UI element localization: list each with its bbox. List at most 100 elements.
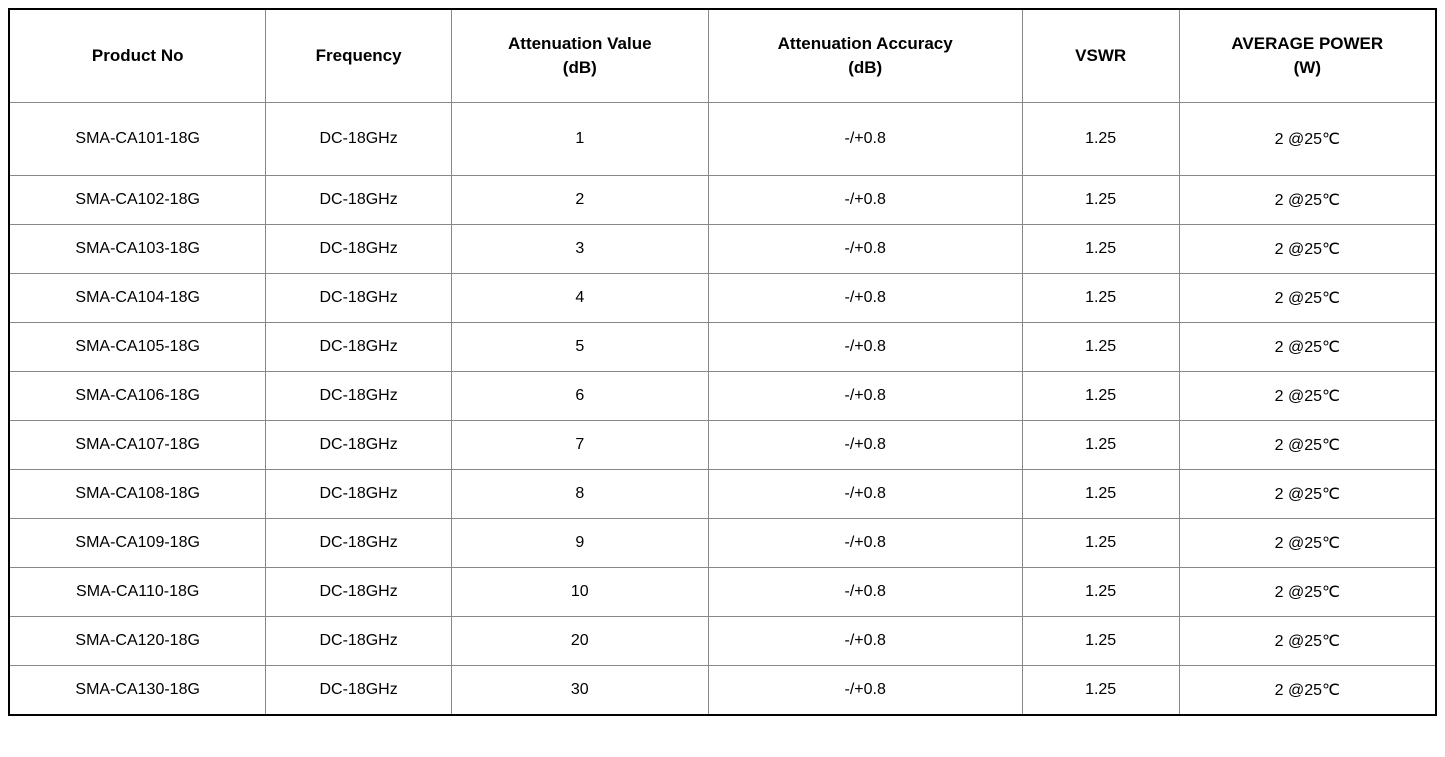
table-cell: SMA-CA101-18G — [9, 102, 266, 175]
table-row: SMA-CA110-18GDC-18GHz10-/+0.81.252 @25℃ — [9, 567, 1436, 616]
table-cell: 5 — [451, 322, 708, 371]
table-row: SMA-CA101-18GDC-18GHz1-/+0.81.252 @25℃ — [9, 102, 1436, 175]
table-cell: DC-18GHz — [266, 273, 452, 322]
table-cell: 2 @25℃ — [1179, 224, 1436, 273]
table-cell: SMA-CA120-18G — [9, 616, 266, 665]
table-cell: 1.25 — [1022, 102, 1179, 175]
table-cell: SMA-CA108-18G — [9, 469, 266, 518]
table-cell: 2 @25℃ — [1179, 567, 1436, 616]
table-cell: -/+0.8 — [708, 102, 1022, 175]
table-cell: -/+0.8 — [708, 567, 1022, 616]
table-cell: 2 @25℃ — [1179, 518, 1436, 567]
table-header-cell: Attenuation Value(dB) — [451, 9, 708, 102]
table-cell: 1.25 — [1022, 616, 1179, 665]
table-cell: -/+0.8 — [708, 322, 1022, 371]
table-cell: 2 @25℃ — [1179, 102, 1436, 175]
table-cell: DC-18GHz — [266, 322, 452, 371]
table-row: SMA-CA130-18GDC-18GHz30-/+0.81.252 @25℃ — [9, 665, 1436, 715]
table-cell: DC-18GHz — [266, 371, 452, 420]
table-cell: DC-18GHz — [266, 175, 452, 224]
table-header-cell: AVERAGE POWER(W) — [1179, 9, 1436, 102]
table-cell: 4 — [451, 273, 708, 322]
header-label-line1: Frequency — [274, 44, 443, 68]
table-cell: DC-18GHz — [266, 102, 452, 175]
table-row: SMA-CA120-18GDC-18GHz20-/+0.81.252 @25℃ — [9, 616, 1436, 665]
table-cell: 30 — [451, 665, 708, 715]
header-label-line1: AVERAGE POWER — [1188, 32, 1427, 56]
table-cell: 6 — [451, 371, 708, 420]
table-cell: 2 @25℃ — [1179, 665, 1436, 715]
table-header-cell: VSWR — [1022, 9, 1179, 102]
table-cell: -/+0.8 — [708, 518, 1022, 567]
table-cell: SMA-CA102-18G — [9, 175, 266, 224]
table-cell: 1.25 — [1022, 371, 1179, 420]
table-header: Product NoFrequencyAttenuation Value(dB)… — [9, 9, 1436, 102]
table-cell: -/+0.8 — [708, 420, 1022, 469]
table-header-cell: Product No — [9, 9, 266, 102]
header-label-line1: VSWR — [1031, 44, 1171, 68]
table-cell: -/+0.8 — [708, 224, 1022, 273]
table-header-cell: Frequency — [266, 9, 452, 102]
header-label-line1: Attenuation Value — [460, 32, 700, 56]
table-cell: 2 @25℃ — [1179, 371, 1436, 420]
table-cell: SMA-CA130-18G — [9, 665, 266, 715]
table-row: SMA-CA102-18GDC-18GHz2-/+0.81.252 @25℃ — [9, 175, 1436, 224]
table-cell: SMA-CA106-18G — [9, 371, 266, 420]
table-cell: 1.25 — [1022, 665, 1179, 715]
table-cell: 1.25 — [1022, 224, 1179, 273]
table-row: SMA-CA108-18GDC-18GHz8-/+0.81.252 @25℃ — [9, 469, 1436, 518]
table-cell: DC-18GHz — [266, 665, 452, 715]
table-cell: 1.25 — [1022, 469, 1179, 518]
table-row: SMA-CA107-18GDC-18GHz7-/+0.81.252 @25℃ — [9, 420, 1436, 469]
header-label-line2: (dB) — [460, 56, 700, 80]
header-label-line1: Product No — [18, 44, 257, 68]
table-cell: SMA-CA110-18G — [9, 567, 266, 616]
table-cell: 2 @25℃ — [1179, 175, 1436, 224]
product-spec-table: Product NoFrequencyAttenuation Value(dB)… — [8, 8, 1437, 716]
table-header-row: Product NoFrequencyAttenuation Value(dB)… — [9, 9, 1436, 102]
header-label-line2: (W) — [1188, 56, 1427, 80]
table-header-cell: Attenuation Accuracy(dB) — [708, 9, 1022, 102]
table-cell: 2 @25℃ — [1179, 273, 1436, 322]
table-cell: SMA-CA107-18G — [9, 420, 266, 469]
table-cell: SMA-CA109-18G — [9, 518, 266, 567]
table-cell: 8 — [451, 469, 708, 518]
table-cell: DC-18GHz — [266, 616, 452, 665]
table-row: SMA-CA106-18GDC-18GHz6-/+0.81.252 @25℃ — [9, 371, 1436, 420]
table-cell: 2 — [451, 175, 708, 224]
table-cell: 1 — [451, 102, 708, 175]
table-cell: 7 — [451, 420, 708, 469]
table-cell: 2 @25℃ — [1179, 420, 1436, 469]
table-row: SMA-CA105-18GDC-18GHz5-/+0.81.252 @25℃ — [9, 322, 1436, 371]
table-cell: 1.25 — [1022, 175, 1179, 224]
table-cell: DC-18GHz — [266, 420, 452, 469]
table-cell: 1.25 — [1022, 273, 1179, 322]
table-cell: 1.25 — [1022, 518, 1179, 567]
table-cell: 1.25 — [1022, 420, 1179, 469]
table-cell: -/+0.8 — [708, 665, 1022, 715]
table-cell: 9 — [451, 518, 708, 567]
table-cell: -/+0.8 — [708, 273, 1022, 322]
table-cell: -/+0.8 — [708, 469, 1022, 518]
table-cell: 2 @25℃ — [1179, 469, 1436, 518]
table-cell: DC-18GHz — [266, 469, 452, 518]
table-cell: 20 — [451, 616, 708, 665]
table-cell: SMA-CA103-18G — [9, 224, 266, 273]
table-cell: -/+0.8 — [708, 175, 1022, 224]
table-row: SMA-CA103-18GDC-18GHz3-/+0.81.252 @25℃ — [9, 224, 1436, 273]
table-cell: -/+0.8 — [708, 371, 1022, 420]
table-cell: 1.25 — [1022, 322, 1179, 371]
table-row: SMA-CA104-18GDC-18GHz4-/+0.81.252 @25℃ — [9, 273, 1436, 322]
table-cell: 2 @25℃ — [1179, 322, 1436, 371]
table-cell: 2 @25℃ — [1179, 616, 1436, 665]
table-cell: -/+0.8 — [708, 616, 1022, 665]
table-cell: SMA-CA105-18G — [9, 322, 266, 371]
table-body: SMA-CA101-18GDC-18GHz1-/+0.81.252 @25℃SM… — [9, 102, 1436, 715]
table-cell: DC-18GHz — [266, 224, 452, 273]
header-label-line2: (dB) — [717, 56, 1014, 80]
table-cell: 3 — [451, 224, 708, 273]
table-row: SMA-CA109-18GDC-18GHz9-/+0.81.252 @25℃ — [9, 518, 1436, 567]
table-cell: 10 — [451, 567, 708, 616]
header-label-line1: Attenuation Accuracy — [717, 32, 1014, 56]
table-cell: 1.25 — [1022, 567, 1179, 616]
